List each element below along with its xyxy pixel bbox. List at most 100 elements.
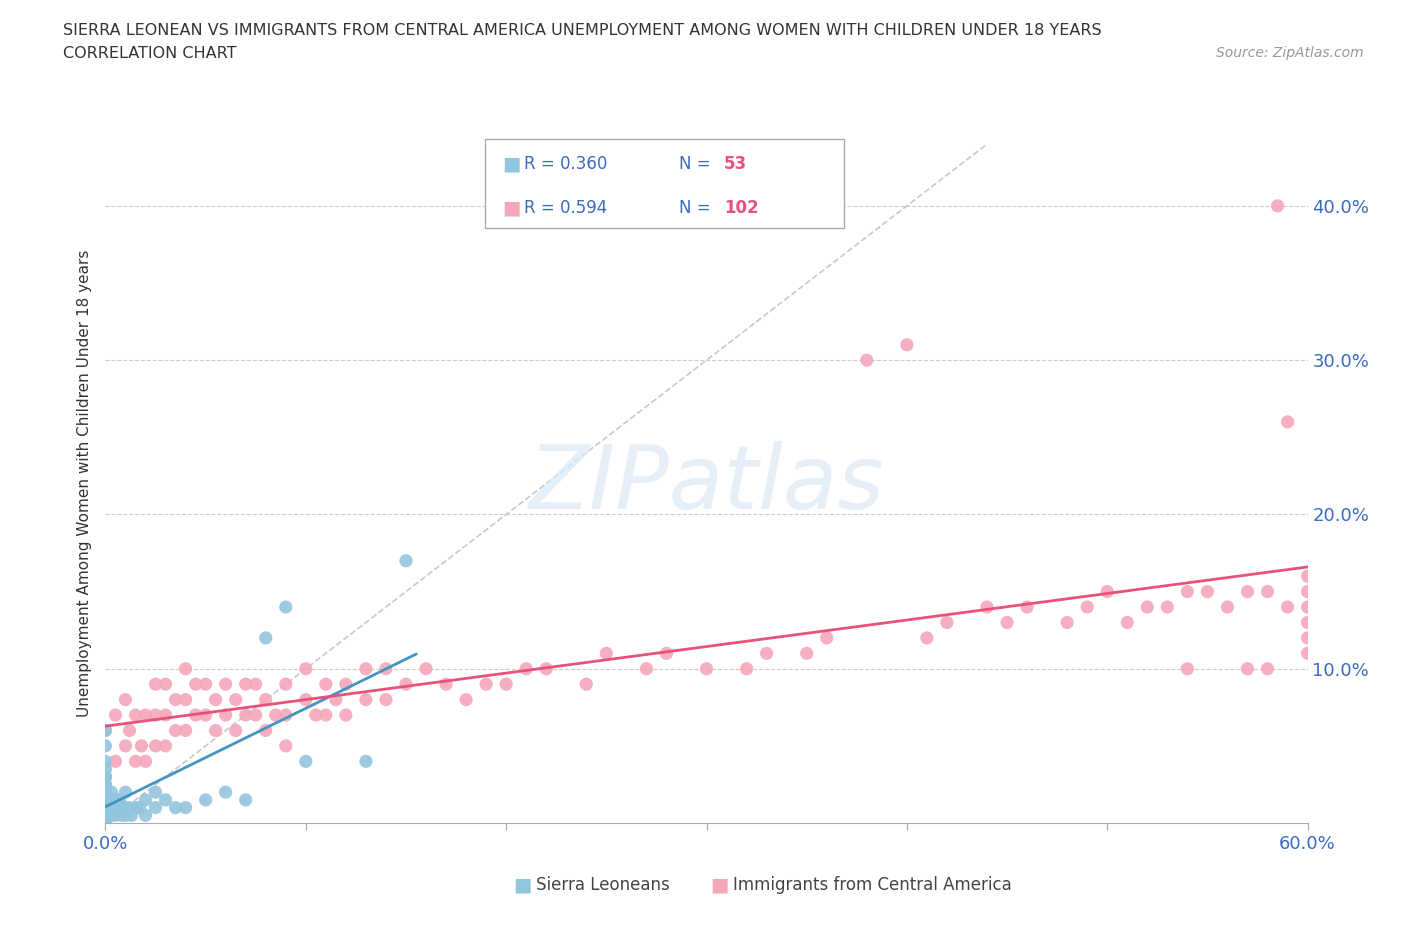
Point <box>245 708 267 723</box>
Point <box>155 677 177 692</box>
Point <box>915 631 938 645</box>
Point <box>94 800 117 815</box>
Y-axis label: Unemployment Among Women with Children Under 18 years: Unemployment Among Women with Children U… <box>77 250 93 717</box>
Point <box>184 677 207 692</box>
Point <box>335 708 357 723</box>
Point <box>696 661 718 676</box>
Point <box>1296 600 1319 615</box>
Point <box>254 692 277 707</box>
Point <box>1216 600 1239 615</box>
Text: ZIPatlas: ZIPatlas <box>529 441 884 526</box>
Point <box>114 692 136 707</box>
Point <box>235 677 257 692</box>
Point <box>796 646 818 661</box>
Point <box>315 677 337 692</box>
Point <box>165 723 187 737</box>
Point <box>295 754 318 769</box>
Point <box>104 792 127 807</box>
Point <box>1277 600 1299 615</box>
Point <box>194 792 217 807</box>
Point <box>114 808 136 823</box>
Point <box>145 708 167 723</box>
Point <box>184 708 207 723</box>
Point <box>94 762 117 777</box>
Text: N =: N = <box>679 199 716 218</box>
Point <box>1116 615 1139 630</box>
Point <box>1296 584 1319 599</box>
Point <box>94 785 117 800</box>
Point <box>735 661 758 676</box>
Point <box>374 661 398 676</box>
Point <box>174 723 197 737</box>
Point <box>94 723 117 737</box>
Point <box>1236 584 1258 599</box>
Point <box>165 800 187 815</box>
Point <box>98 808 121 823</box>
Point <box>395 553 418 568</box>
Text: R = 0.360: R = 0.360 <box>524 155 607 173</box>
Point <box>595 646 617 661</box>
Text: R = 0.594: R = 0.594 <box>524 199 607 218</box>
Point <box>1156 600 1178 615</box>
Point <box>100 808 122 823</box>
Point <box>245 677 267 692</box>
Point <box>815 631 838 645</box>
Point <box>575 677 598 692</box>
Point <box>94 769 117 784</box>
Point <box>274 677 297 692</box>
Point <box>1076 600 1098 615</box>
Point <box>976 600 998 615</box>
Point <box>94 777 117 792</box>
Point <box>104 808 127 823</box>
Point <box>214 785 236 800</box>
Point <box>100 785 122 800</box>
Point <box>94 777 117 792</box>
Text: ■: ■ <box>502 199 520 218</box>
Point <box>235 708 257 723</box>
Point <box>124 708 146 723</box>
Point <box>145 800 167 815</box>
Text: CORRELATION CHART: CORRELATION CHART <box>63 46 236 61</box>
Point <box>94 723 117 737</box>
Point <box>124 754 146 769</box>
Point <box>104 754 127 769</box>
Point <box>214 677 236 692</box>
Point <box>1296 631 1319 645</box>
Point <box>755 646 778 661</box>
Point <box>295 661 318 676</box>
Point <box>194 708 217 723</box>
Point <box>374 692 398 707</box>
Point <box>534 661 557 676</box>
Point <box>1257 584 1279 599</box>
Point <box>325 692 347 707</box>
Point <box>135 792 157 807</box>
Text: ■: ■ <box>502 154 520 174</box>
Text: ■: ■ <box>513 876 531 895</box>
Text: SIERRA LEONEAN VS IMMIGRANTS FROM CENTRAL AMERICA UNEMPLOYMENT AMONG WOMEN WITH : SIERRA LEONEAN VS IMMIGRANTS FROM CENTRA… <box>63 23 1102 38</box>
Point <box>165 692 187 707</box>
Point <box>235 792 257 807</box>
Point <box>94 769 117 784</box>
Point <box>94 808 117 823</box>
Point <box>354 661 377 676</box>
Point <box>94 792 117 807</box>
Point <box>274 708 297 723</box>
Point <box>94 816 117 830</box>
Point <box>145 677 167 692</box>
Point <box>94 816 117 830</box>
Point <box>1197 584 1219 599</box>
Point <box>114 800 136 815</box>
Point <box>155 792 177 807</box>
Point <box>896 338 918 352</box>
Point <box>114 785 136 800</box>
Point <box>135 754 157 769</box>
Point <box>274 738 297 753</box>
Point <box>174 800 197 815</box>
Point <box>135 708 157 723</box>
Point <box>94 785 117 800</box>
Point <box>295 692 318 707</box>
Point <box>98 792 121 807</box>
Point <box>214 708 236 723</box>
Point <box>131 738 153 753</box>
Point <box>145 785 167 800</box>
